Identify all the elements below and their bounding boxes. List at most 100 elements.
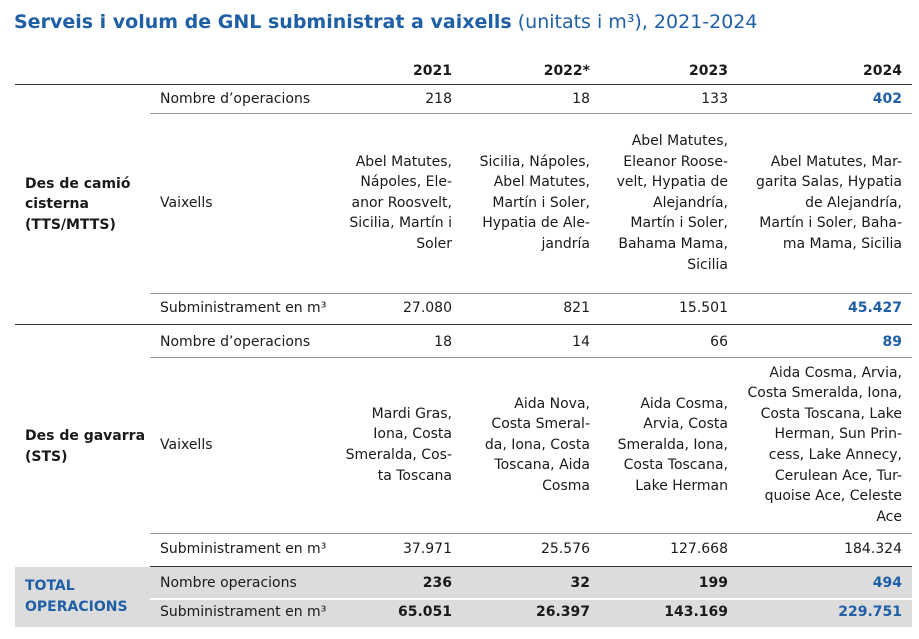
- vessel-line: jandría: [541, 235, 590, 252]
- vessel-line: garita Salas, Hypatia: [756, 174, 902, 191]
- vessel-line: Aida Nova,: [514, 395, 590, 412]
- vessel-line: Costa Toscana,: [623, 457, 728, 474]
- vessel-line: Eleanor Roose-: [623, 153, 728, 170]
- cell: 65.051: [397, 603, 452, 620]
- cell: 26.397: [535, 603, 590, 620]
- group-label: (TTS/MTTS): [25, 216, 116, 233]
- vessel-line: Abel Matutes,: [493, 174, 590, 191]
- vessel-line: Bahama Mama,: [618, 235, 728, 252]
- rule: [150, 598, 912, 600]
- rule: [15, 84, 912, 85]
- vessel-line: Toscana, Aida: [494, 457, 590, 474]
- group-label: (STS): [25, 448, 68, 465]
- vessel-line: Cerulean Ace, Tur-: [774, 467, 902, 484]
- vessel-line: Smeralda, Cos-: [345, 447, 452, 463]
- cell: 27.080: [403, 299, 452, 316]
- rule: [150, 566, 912, 567]
- cell: 199: [698, 574, 728, 591]
- cell: 218: [425, 91, 452, 108]
- cell: 18: [434, 333, 452, 350]
- rule: [15, 324, 912, 325]
- vessel-line: Sicilia, Nápoles,: [479, 153, 590, 170]
- cell: 236: [422, 574, 452, 591]
- vessel-line: ta Toscana: [377, 467, 452, 484]
- vessel-line: Alejandría,: [653, 194, 728, 211]
- vessel-line: Ace: [876, 508, 902, 525]
- cell: 37.971: [403, 541, 452, 558]
- total-band: [15, 567, 912, 627]
- cell: 32: [570, 574, 590, 591]
- group-label: cisterna: [25, 196, 89, 213]
- cell: 66: [710, 333, 728, 350]
- vessel-line: Abel Matutes, Mar-: [770, 153, 902, 170]
- title-rest: (unitats i m³), 2021-2024: [517, 11, 758, 33]
- vessel-line: Costa Toscana, Lake: [760, 405, 902, 422]
- row-label: Vaixells: [160, 436, 213, 453]
- vessel-line: Aida Cosma,: [640, 395, 728, 412]
- rule: [150, 293, 912, 294]
- cell: 15.501: [679, 299, 728, 316]
- vessel-line: Martín i Soler,: [492, 194, 590, 211]
- vessel-line: Costa Smeralda, Iona,: [747, 385, 902, 402]
- row-label: Subministrament en m³: [160, 603, 327, 620]
- column-header: 2022*: [543, 63, 590, 79]
- vessel-line: Soler: [416, 235, 452, 252]
- cell: 25.576: [541, 541, 590, 558]
- cell: 89: [882, 333, 902, 350]
- total-label: OPERACIONS: [25, 599, 128, 615]
- title: Serveis i volum de GNL subministrat a va…: [14, 9, 758, 35]
- row-label: Nombre operacions: [160, 574, 297, 591]
- total-label: TOTAL: [25, 578, 75, 595]
- vessel-line: Costa Smeral-: [491, 416, 590, 433]
- cell: 45.427: [847, 299, 902, 316]
- vessel-line: Smeralda, Iona,: [617, 436, 728, 453]
- vessel-line: quoise Ace, Celeste: [764, 488, 902, 505]
- vessel-line: Cosma: [542, 477, 590, 494]
- cell: 184.324: [844, 541, 902, 558]
- row-label: Subministrament en m³: [160, 541, 327, 558]
- vessel-line: de Alejandría,: [805, 194, 902, 211]
- vessel-line: Mardi Gras,: [371, 405, 452, 422]
- column-header: 2024: [863, 63, 902, 79]
- cell: 14: [572, 333, 590, 350]
- vessel-line: velt, Hypatia de: [616, 174, 728, 191]
- row-label: Nombre d’operacions: [160, 333, 311, 350]
- vessel-line: Lake Herman: [635, 477, 728, 494]
- rule: [150, 533, 912, 534]
- vessel-line: anor Roosvelt,: [351, 194, 452, 211]
- vessel-line: Arvia, Costa: [643, 416, 728, 433]
- cell: 133: [701, 91, 728, 108]
- vessel-line: Aida Cosma, Arvia,: [769, 364, 902, 381]
- rule: [150, 357, 912, 358]
- title-main: Serveis i volum de GNL subministrat a va…: [14, 11, 512, 33]
- vessel-line: Herman, Sun Prin-: [774, 426, 903, 443]
- row-label: Nombre d’operacions: [160, 91, 311, 108]
- cell: 18: [572, 91, 590, 108]
- group-label: Des de gavarra: [25, 427, 146, 444]
- vessel-line: cess, Lake Annecy,: [768, 447, 902, 463]
- vessel-line: da, Iona, Costa: [484, 436, 590, 453]
- row-label: Vaixells: [160, 194, 213, 211]
- cell: 494: [872, 574, 902, 591]
- vessel-line: Sicilia, Martín i: [349, 215, 452, 232]
- vessel-line: Nápoles, Ele-: [360, 174, 452, 191]
- cell: 229.751: [838, 603, 902, 620]
- row-label: Subministrament en m³: [160, 299, 327, 316]
- cell: 143.169: [664, 603, 728, 620]
- vessel-line: Martín i Soler, Baha-: [759, 215, 902, 232]
- group-label: Des de camió: [25, 175, 131, 192]
- vessel-line: Abel Matutes,: [355, 153, 452, 170]
- column-header: 2021: [413, 63, 452, 79]
- vessel-line: ma Mama, Sicilia: [782, 235, 902, 252]
- vessel-line: Iona, Costa: [373, 426, 452, 443]
- cell: 127.668: [670, 541, 728, 558]
- vessel-line: Sicilia: [687, 256, 728, 273]
- cell: 402: [872, 91, 902, 108]
- vessel-line: Hypatia de Ale-: [482, 215, 590, 232]
- vessel-line: Abel Matutes,: [631, 132, 728, 149]
- rule: [150, 113, 912, 114]
- vessel-line: Martín i Soler,: [630, 215, 728, 232]
- column-header: 2023: [689, 63, 728, 79]
- cell: 821: [563, 299, 590, 316]
